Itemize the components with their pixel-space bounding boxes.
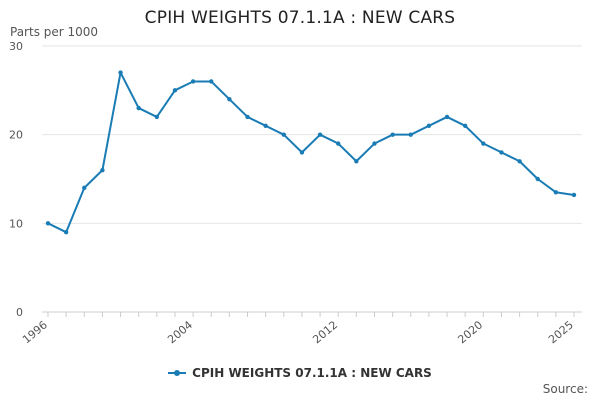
x-tick-label-2025: 2025 [546,318,576,346]
data-point-2001[interactable] [136,105,141,111]
data-point-2019[interactable] [462,123,468,128]
source-label: Source: [542,382,588,396]
data-point-2005[interactable] [209,79,214,84]
chart-title: CPIH WEIGHTS 07.1.1A : NEW CARS [144,8,456,28]
y-tick-label-30: 30 [9,40,23,53]
data-point-2006[interactable] [227,97,232,102]
legend-label: CPIH WEIGHTS 07.1.1A : NEW CARS [192,366,432,380]
data-point-1996[interactable] [45,221,51,226]
y-axis-label: Parts per 1000 [10,25,99,39]
x-tick-label-1996: 1996 [20,318,50,346]
data-point-2011[interactable] [317,132,323,137]
data-point-2009[interactable] [281,132,286,137]
y-tick-label-0: 0 [16,306,23,319]
data-point-1997[interactable] [63,230,69,235]
data-point-2012[interactable] [336,141,341,146]
y-tick-label-10: 10 [9,217,23,230]
data-point-2021[interactable] [499,150,504,155]
x-tick-label-2012: 2012 [310,318,340,346]
data-point-2014[interactable] [372,141,377,146]
data-point-2013[interactable] [354,159,359,164]
legend-swatch-icon [168,368,187,378]
data-point-2002[interactable] [154,114,160,120]
data-point-2018[interactable] [444,114,450,120]
x-tick-label-2004: 2004 [165,318,195,346]
data-point-2022[interactable] [517,159,522,164]
data-point-2003[interactable] [172,88,178,93]
data-point-1998[interactable] [82,185,87,191]
data-point-2017[interactable] [426,123,432,128]
legend[interactable]: CPIH WEIGHTS 07.1.1A : NEW CARS [0,366,600,380]
y-tick-label-20: 20 [9,129,23,142]
data-point-2023[interactable] [535,176,540,182]
data-point-2016[interactable] [408,132,413,137]
data-point-2015[interactable] [390,132,395,137]
series-line-0 [47,71,575,234]
data-point-1999[interactable] [100,167,105,173]
x-tick-label-2020: 2020 [455,318,485,346]
data-point-2024[interactable] [553,190,559,195]
data-point-2020[interactable] [481,141,486,146]
data-point-2000[interactable] [118,70,123,75]
data-point-2004[interactable] [190,79,196,84]
data-point-2007[interactable] [245,114,250,120]
series-layer [45,70,577,235]
data-point-2008[interactable] [263,123,268,128]
data-point-2025[interactable] [571,192,577,198]
data-point-2010[interactable] [299,150,305,155]
axes: 0 10 20 30 1996 2004 2012 2020 2025 [9,40,576,346]
gridlines [42,45,582,313]
